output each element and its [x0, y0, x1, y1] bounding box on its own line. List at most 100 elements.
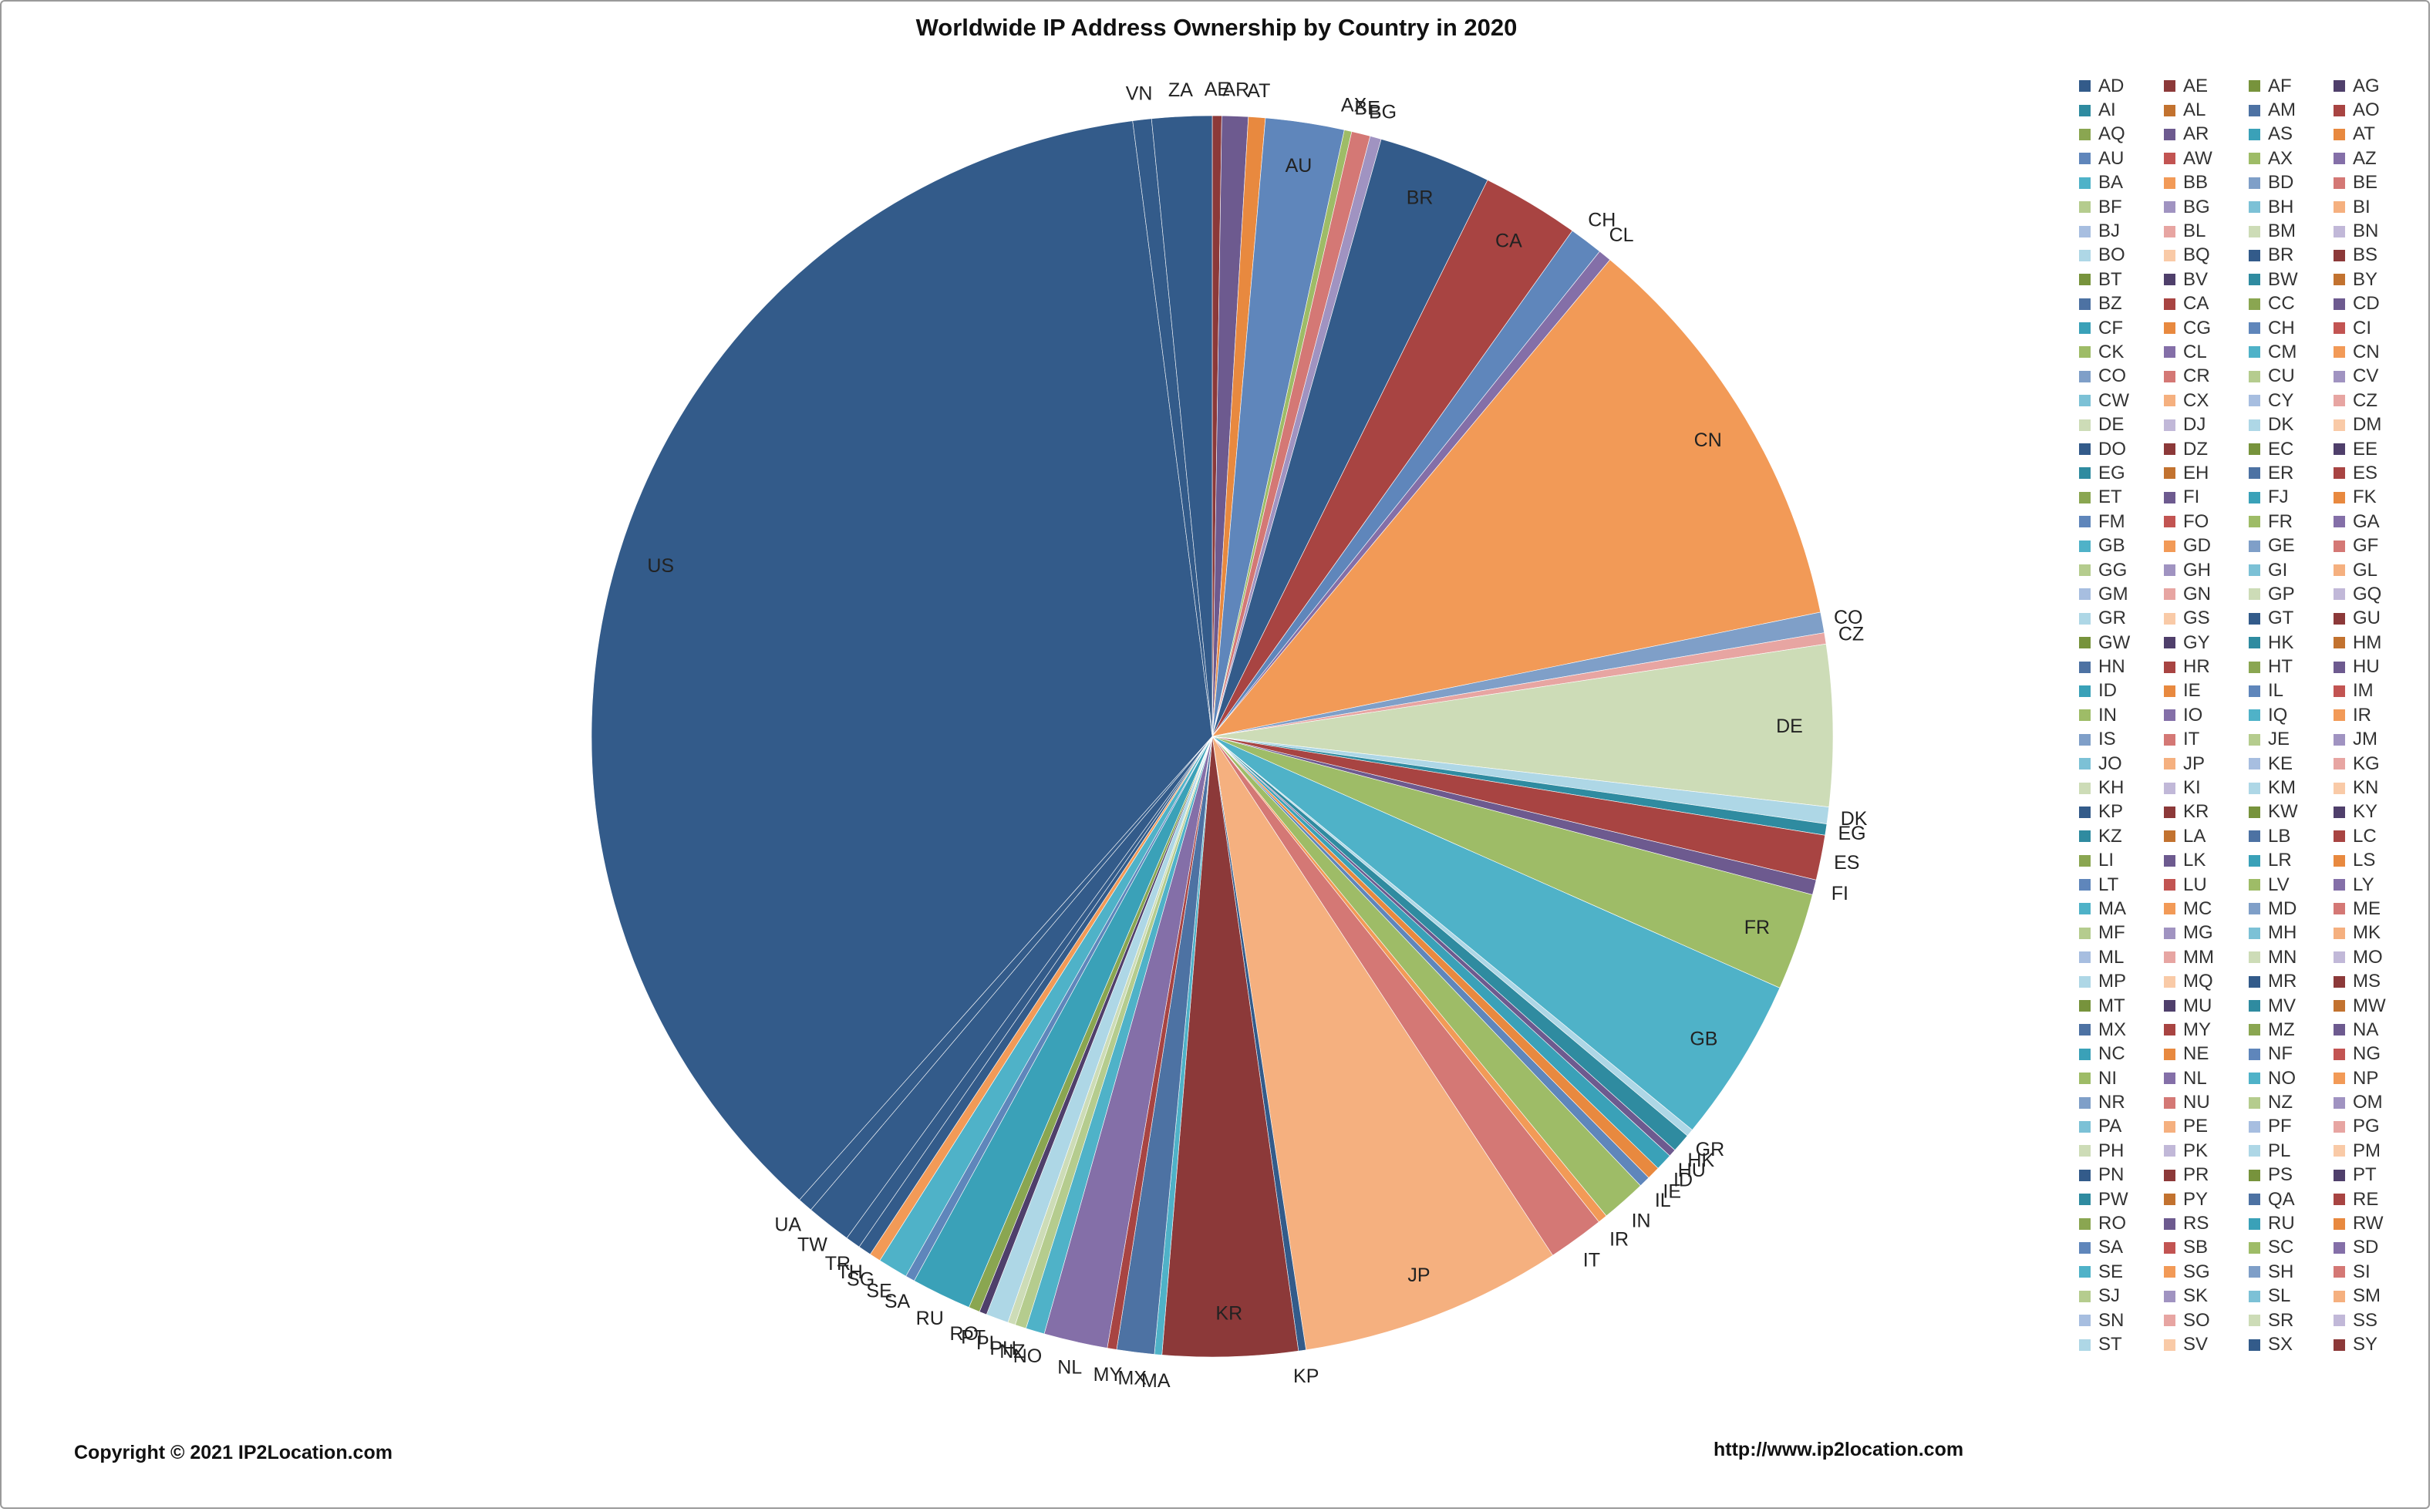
- legend-label: AF: [2268, 75, 2292, 96]
- slice-label-za: ZA: [1168, 79, 1193, 101]
- legend-swatch: [2249, 1217, 2260, 1230]
- legend-swatch: [2249, 1145, 2260, 1157]
- legend-row: PA PE PF PG: [2079, 1115, 2418, 1139]
- legend-label: AX: [2268, 147, 2293, 169]
- legend-item: SN: [2079, 1310, 2164, 1332]
- legend-label: AO: [2353, 99, 2380, 121]
- legend-row: MP MQ MR MS: [2079, 969, 2418, 993]
- legend-label: PS: [2268, 1164, 2293, 1186]
- slice-label-ru: RU: [916, 1308, 944, 1329]
- legend-label: SB: [2183, 1237, 2209, 1258]
- slice-label-hk: HK: [1687, 1150, 1714, 1171]
- legend-item: RS: [2164, 1213, 2249, 1234]
- legend-swatch: [2249, 370, 2260, 382]
- legend-item: DO: [2079, 439, 2164, 460]
- legend-swatch: [2164, 661, 2175, 673]
- legend-item: GA: [2334, 511, 2418, 533]
- slice-label-pl: PL: [976, 1332, 1000, 1354]
- legend-swatch: [2334, 467, 2345, 480]
- legend-swatch: [2334, 661, 2345, 673]
- legend-item: BM: [2249, 221, 2334, 242]
- legend-item: IM: [2334, 680, 2418, 702]
- legend-item: MC: [2164, 898, 2249, 920]
- slice-label-nl: NL: [1057, 1356, 1082, 1378]
- legend-label: DM: [2353, 414, 2382, 436]
- legend-row: NI NL NO NP: [2079, 1066, 2418, 1090]
- legend-label: NE: [2183, 1043, 2209, 1065]
- legend-row: CO CR CU CV: [2079, 365, 2418, 389]
- slice-label-at: AT: [1247, 80, 1270, 102]
- legend-item: CM: [2249, 342, 2334, 363]
- legend-label: LY: [2353, 874, 2374, 895]
- legend-swatch: [2334, 322, 2345, 335]
- legend-label: SN: [2098, 1309, 2125, 1331]
- legend-swatch: [2079, 709, 2091, 722]
- legend-swatch: [2334, 1024, 2345, 1036]
- legend-swatch: [2079, 758, 2091, 770]
- legend-label: JO: [2098, 753, 2122, 774]
- legend-label: IS: [2098, 729, 2116, 750]
- legend-item: BV: [2164, 269, 2249, 291]
- legend-swatch: [2249, 128, 2260, 140]
- legend-label: NA: [2353, 1019, 2379, 1040]
- legend-swatch: [2334, 709, 2345, 722]
- legend-row: BZ CA CC CD: [2079, 292, 2418, 316]
- legend-item: PS: [2249, 1164, 2334, 1186]
- legend-item: GG: [2079, 560, 2164, 581]
- pie-slice-jp: [1211, 736, 1553, 1351]
- legend-swatch: [2079, 1000, 2091, 1012]
- legend-label: KY: [2353, 801, 2378, 823]
- legend-item: KM: [2249, 777, 2334, 799]
- slice-label-th: TH: [837, 1261, 863, 1283]
- legend-swatch: [2334, 177, 2345, 189]
- slice-label-gb: GB: [1690, 1029, 1717, 1050]
- legend-item: MG: [2164, 922, 2249, 944]
- legend-label: AQ: [2098, 123, 2125, 145]
- legend-row: BO BQ BR BS: [2079, 244, 2418, 268]
- slice-label-nz: NZ: [999, 1341, 1025, 1362]
- legend-item: BA: [2079, 172, 2164, 194]
- legend-item: LV: [2249, 874, 2334, 896]
- legend-item: LA: [2164, 826, 2249, 847]
- legend-swatch: [2249, 104, 2260, 116]
- legend-label: BO: [2098, 244, 2125, 266]
- legend-label: IN: [2098, 704, 2117, 726]
- legend-swatch: [2164, 274, 2175, 286]
- legend-swatch: [2079, 298, 2091, 310]
- legend-row: LT LU LV LY: [2079, 873, 2418, 897]
- legend-item: PW: [2079, 1189, 2164, 1211]
- legend-row: KP KR KW KY: [2079, 800, 2418, 824]
- legend-row: BA BB BD BE: [2079, 171, 2418, 195]
- legend-label: EH: [2183, 462, 2209, 483]
- legend-row: CW CX CY CZ: [2079, 389, 2418, 413]
- legend-item: NZ: [2249, 1092, 2334, 1113]
- legend-label: BF: [2098, 196, 2122, 217]
- legend-item: AM: [2249, 99, 2334, 121]
- legend-item: NA: [2334, 1019, 2418, 1041]
- legend-item: BZ: [2079, 293, 2164, 315]
- legend-label: BT: [2098, 268, 2122, 290]
- legend-item: BB: [2164, 172, 2249, 194]
- legend-swatch: [2334, 491, 2345, 503]
- legend-swatch: [2164, 782, 2175, 794]
- legend-item: KY: [2334, 801, 2418, 823]
- legend-row: GR GS GT GU: [2079, 607, 2418, 631]
- legend-item: BW: [2249, 269, 2334, 291]
- legend-label: LR: [2268, 850, 2292, 871]
- legend-swatch: [2334, 419, 2345, 431]
- legend-item: ML: [2079, 947, 2164, 968]
- legend-swatch: [2164, 1217, 2175, 1230]
- legend-item: NL: [2164, 1068, 2249, 1089]
- legend-item: QA: [2249, 1189, 2334, 1211]
- legend-swatch: [2079, 1315, 2091, 1327]
- legend-item: JP: [2164, 753, 2249, 775]
- legend-item: GP: [2249, 584, 2334, 605]
- legend-label: PE: [2183, 1116, 2209, 1137]
- legend-swatch: [2249, 322, 2260, 335]
- legend-swatch: [2334, 685, 2345, 697]
- legend-label: DE: [2098, 414, 2125, 436]
- legend-label: OM: [2353, 1092, 2383, 1113]
- legend-swatch: [2079, 225, 2091, 237]
- legend-item: KP: [2079, 801, 2164, 823]
- legend-label: CZ: [2353, 389, 2377, 411]
